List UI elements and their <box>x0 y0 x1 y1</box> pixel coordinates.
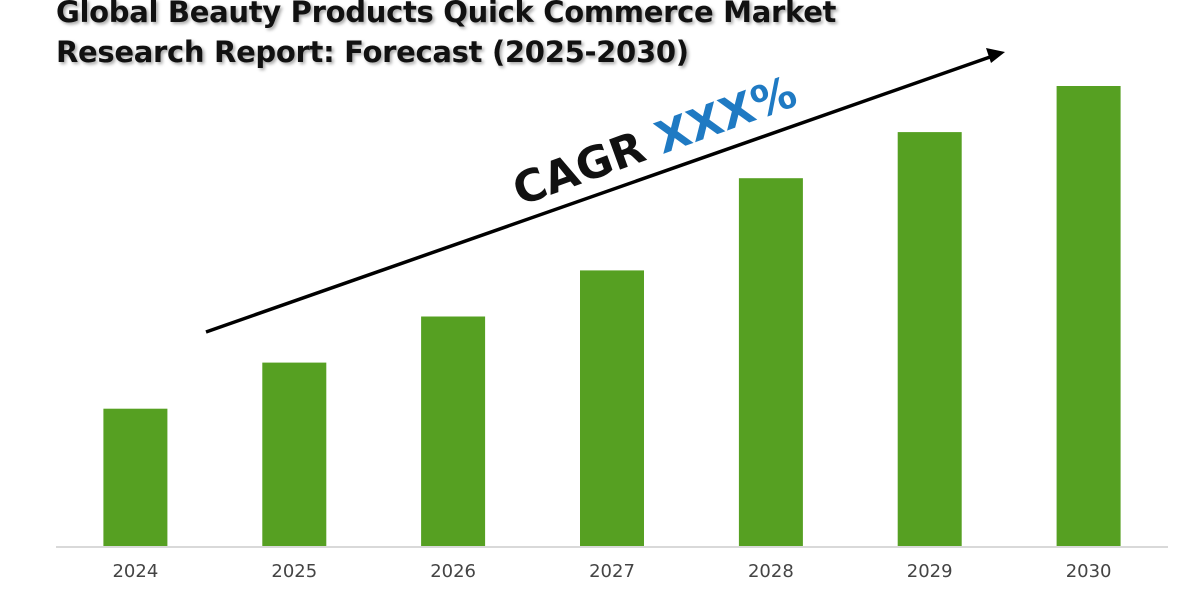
bar-2028 <box>738 178 803 547</box>
chart-title-line-1: Global Beauty Products Quick Commerce Ma… <box>56 0 837 29</box>
bar-2027 <box>580 270 644 547</box>
bar-2029 <box>897 132 962 547</box>
cagr-label: CAGR <box>506 117 666 217</box>
bar-group <box>103 86 1121 547</box>
x-tick-label-2026: 2026 <box>430 561 476 582</box>
x-tick-label-2025: 2025 <box>271 561 317 582</box>
bar-2030 <box>1056 86 1121 547</box>
bar-2024 <box>103 408 168 547</box>
bar-2026 <box>421 316 486 547</box>
x-axis-tick-labels: 2024 2025 2026 2027 2028 2029 2030 <box>112 561 1111 582</box>
chart-title: Global Beauty Products Quick Commerce Ma… <box>56 0 836 72</box>
x-tick-label-2027: 2027 <box>589 561 635 582</box>
trend-arrow <box>205 48 1005 334</box>
x-tick-label-2029: 2029 <box>907 561 953 582</box>
chart-title-line-2: Research Report: Forecast (2025-2030) <box>56 35 689 69</box>
trend-arrow-line <box>205 55 991 334</box>
x-tick-label-2024: 2024 <box>112 561 158 582</box>
x-tick-label-2030: 2030 <box>1066 561 1112 582</box>
bar-2025 <box>262 362 327 547</box>
x-tick-label-2028: 2028 <box>748 561 794 582</box>
trend-arrow-head <box>986 48 1005 63</box>
